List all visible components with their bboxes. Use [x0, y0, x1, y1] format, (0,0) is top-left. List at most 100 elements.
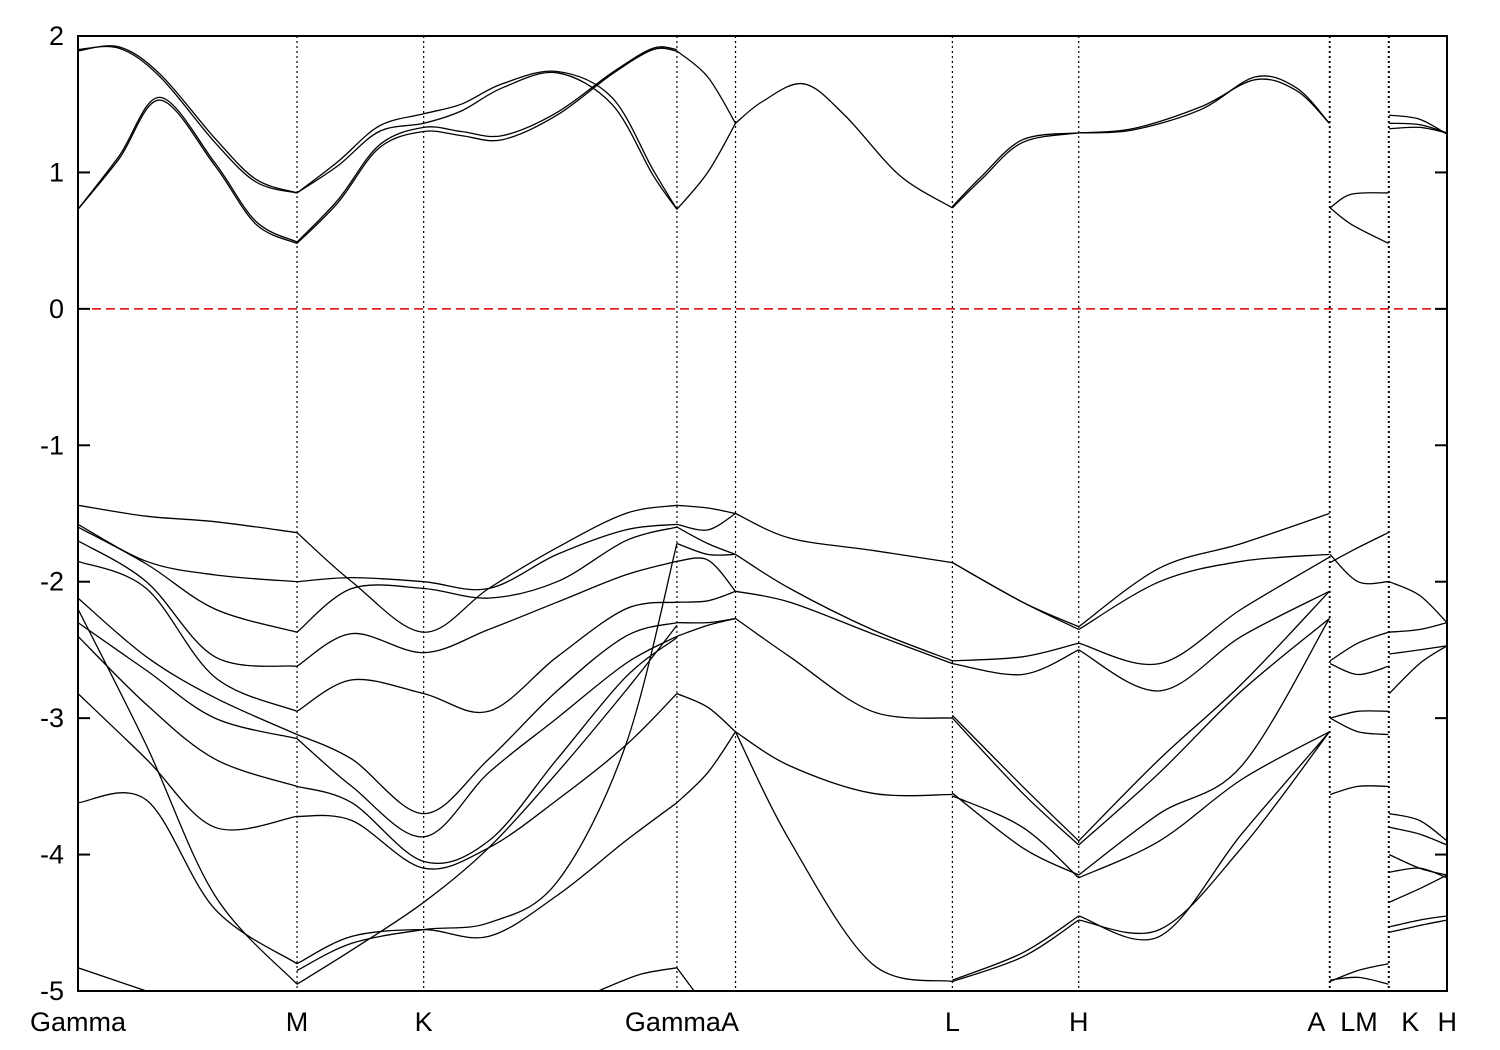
band-line-23 — [78, 540, 298, 667]
band-line-12 — [951, 132, 1079, 207]
band-line-34 — [296, 526, 678, 633]
band-line-57 — [735, 553, 953, 662]
band-line-27 — [78, 635, 298, 788]
x-tick-label: Gamma — [30, 1007, 127, 1037]
band-line-33 — [296, 523, 677, 591]
band-line-74 — [1078, 556, 1330, 666]
band-line-41 — [296, 802, 678, 965]
band-line-61 — [734, 731, 953, 983]
band-line-63 — [952, 562, 1079, 631]
band-line-10 — [735, 82, 953, 209]
band-line-48 — [676, 542, 736, 556]
band-line-52 — [676, 617, 736, 637]
band-line-35 — [296, 560, 678, 667]
band-line-80 — [1078, 731, 1330, 941]
band-line-38 — [296, 635, 678, 838]
band-line-53 — [676, 693, 736, 733]
band-line-46 — [676, 512, 736, 531]
band-line-13 — [1078, 78, 1330, 134]
band-line-18 — [1389, 114, 1447, 135]
plot-frame — [77, 35, 1448, 992]
band-line-6 — [296, 71, 678, 210]
band-line-50 — [676, 590, 736, 603]
band-line-36 — [296, 601, 677, 714]
y-tick-label: -4 — [40, 840, 64, 870]
x-tick-label: H — [1069, 1007, 1089, 1037]
band-line-37 — [296, 621, 678, 815]
band-line-8 — [676, 122, 737, 210]
band-line-68 — [952, 792, 1079, 876]
band-line-45 — [676, 504, 736, 515]
band-line-20 — [78, 504, 298, 534]
x-tick-label: GammaA — [625, 1007, 739, 1037]
band-line-22 — [78, 526, 298, 633]
band-line-77 — [1078, 617, 1330, 846]
x-tick-label: K — [1401, 1007, 1419, 1037]
band-line-65 — [952, 649, 1079, 676]
y-tick-label: 0 — [49, 294, 64, 324]
band-line-83 — [1329, 553, 1389, 585]
band-line-79 — [1078, 731, 1330, 879]
x-axis-ticks: Gamma M K GammaA L H A LM K H — [30, 1007, 1457, 1037]
band-line-84 — [1329, 631, 1389, 662]
band-line-60 — [735, 731, 953, 797]
band-line-69 — [952, 795, 1080, 879]
band-line-24 — [78, 560, 298, 712]
y-tick-label: -3 — [40, 703, 64, 733]
band-line-15 — [1329, 192, 1389, 209]
band-line-42 — [296, 625, 678, 985]
band-line-91 — [1388, 581, 1447, 624]
band-line-9 — [676, 50, 737, 124]
band-line-95 — [1389, 812, 1447, 842]
band-line-32 — [296, 504, 678, 633]
band-line-72 — [1078, 512, 1330, 628]
band-line-94 — [1388, 645, 1447, 695]
band-line-64 — [952, 642, 1079, 662]
kpoint-lines — [296, 36, 1390, 991]
band-line-21 — [78, 523, 298, 583]
y-tick-label: 1 — [49, 157, 64, 187]
band-line-43 — [296, 543, 678, 972]
band-line-101 — [1389, 919, 1447, 933]
band-line-70 — [952, 919, 1080, 983]
band-line-54 — [676, 731, 737, 804]
band-line-96 — [1389, 826, 1447, 846]
y-axis-ticks: -5 -4 -3 -2 -1 0 1 2 — [40, 21, 1447, 1006]
band-line-73 — [1078, 553, 1330, 631]
band-line-86 — [1329, 710, 1389, 719]
band-line-0 — [78, 99, 298, 244]
band-line-81 — [1078, 731, 1330, 935]
band-line-47 — [676, 526, 736, 556]
band-lines — [78, 45, 1447, 991]
band-line-4 — [296, 47, 677, 244]
band-line-19 — [1389, 126, 1447, 134]
band-line-14 — [1078, 75, 1330, 134]
band-line-30 — [78, 608, 298, 985]
x-tick-label: H — [1438, 1007, 1458, 1037]
band-line-90 — [1330, 976, 1389, 985]
y-tick-label: 2 — [49, 21, 64, 51]
x-tick-label: K — [415, 1007, 433, 1037]
band-line-49 — [676, 557, 736, 592]
band-line-3 — [78, 45, 298, 194]
x-tick-label: M — [286, 1007, 309, 1037]
x-tick-label: L — [945, 1007, 960, 1037]
band-line-76 — [1078, 590, 1330, 842]
band-line-55 — [676, 967, 695, 991]
band-line-85 — [1329, 662, 1389, 676]
band-line-44 — [597, 967, 678, 991]
band-line-2 — [78, 45, 298, 194]
band-line-56 — [735, 512, 953, 564]
x-tick-label: A — [1307, 1007, 1325, 1037]
x-tick-label: LM — [1340, 1007, 1378, 1037]
band-line-16 — [1329, 207, 1389, 244]
band-line-78 — [1078, 618, 1330, 876]
band-line-59 — [735, 617, 953, 719]
band-line-66 — [951, 714, 1080, 842]
band-line-87 — [1329, 717, 1389, 736]
band-line-93 — [1389, 645, 1447, 655]
band-line-62 — [952, 562, 1079, 628]
band-line-75 — [1078, 590, 1330, 692]
band-line-99 — [1388, 874, 1447, 903]
